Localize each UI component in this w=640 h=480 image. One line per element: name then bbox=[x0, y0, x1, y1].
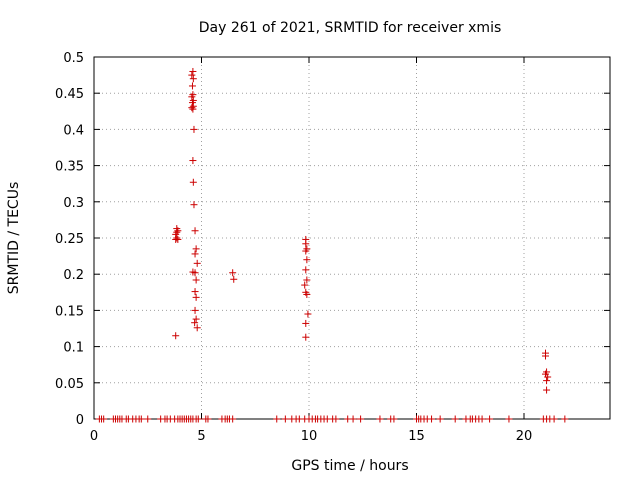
data-point bbox=[486, 415, 494, 423]
data-point bbox=[188, 104, 196, 112]
data-point bbox=[302, 333, 310, 341]
data-point bbox=[436, 415, 444, 423]
data-point bbox=[561, 415, 569, 423]
data-point bbox=[191, 288, 199, 296]
data-point bbox=[451, 415, 459, 423]
axis-ticks bbox=[93, 56, 610, 420]
data-point bbox=[302, 240, 310, 248]
y-tick-label: 0.35 bbox=[55, 160, 84, 175]
data-point bbox=[188, 71, 196, 79]
data-point bbox=[193, 259, 201, 267]
data-point bbox=[332, 415, 340, 423]
data-point bbox=[189, 157, 197, 165]
data-point bbox=[189, 75, 197, 83]
grid-lines bbox=[94, 57, 610, 419]
data-point bbox=[544, 373, 552, 381]
data-point bbox=[478, 415, 486, 423]
y-tick-label: 0.2 bbox=[63, 268, 84, 283]
chart-title: Day 261 of 2021, SRMTID for receiver xmi… bbox=[199, 20, 502, 36]
data-point bbox=[189, 105, 197, 113]
y-axis-tick-labels: 0 0.05 0.1 0.15 0.2 0.25 0.3 0.35 0.4 0.45 0.5 bbox=[55, 51, 84, 428]
data-point bbox=[505, 415, 513, 423]
data-point bbox=[303, 256, 311, 264]
y-tick-label: 0.5 bbox=[63, 51, 84, 66]
data-point bbox=[191, 227, 199, 235]
data-point bbox=[188, 99, 196, 107]
y-tick-label: 0.05 bbox=[55, 377, 84, 392]
data-point bbox=[204, 415, 212, 423]
data-point bbox=[191, 250, 199, 258]
data-point bbox=[190, 201, 198, 209]
x-tick-label: 15 bbox=[408, 429, 425, 444]
data-point bbox=[542, 352, 549, 360]
data-point bbox=[303, 290, 311, 298]
x-tick-label: 10 bbox=[301, 429, 318, 444]
data-point bbox=[230, 275, 238, 283]
x-tick-label: 20 bbox=[516, 429, 533, 444]
data-point bbox=[302, 319, 310, 327]
data-point bbox=[273, 415, 281, 423]
data-point bbox=[189, 178, 197, 186]
data-point bbox=[357, 415, 365, 423]
data-point bbox=[303, 276, 311, 284]
data-point bbox=[543, 386, 551, 394]
x-tick-label: 5 bbox=[197, 429, 205, 444]
y-tick-label: 0.25 bbox=[55, 232, 84, 247]
data-point bbox=[137, 415, 145, 423]
data-point bbox=[188, 82, 196, 90]
plot-frame bbox=[93, 56, 611, 420]
x-axis-label: GPS time / hours bbox=[291, 458, 408, 474]
data-point bbox=[349, 415, 357, 423]
y-tick-label: 0 bbox=[76, 413, 84, 428]
data-point bbox=[144, 415, 152, 423]
data-point bbox=[190, 125, 198, 133]
data-point bbox=[194, 415, 202, 423]
data-point bbox=[229, 269, 237, 277]
y-tick-label: 0.45 bbox=[55, 87, 84, 102]
data-point bbox=[302, 266, 310, 274]
data-point bbox=[173, 225, 181, 233]
data-point bbox=[193, 324, 201, 332]
data-point bbox=[189, 67, 197, 75]
data-point bbox=[281, 415, 289, 423]
y-axis-label: SRMTID / TECUs bbox=[6, 182, 22, 295]
data-points bbox=[95, 67, 569, 423]
data-point bbox=[302, 247, 310, 255]
data-point bbox=[229, 415, 237, 423]
data-point bbox=[376, 415, 384, 423]
data-point bbox=[188, 93, 196, 101]
data-point bbox=[543, 377, 551, 385]
data-point bbox=[191, 306, 199, 314]
y-tick-label: 0.4 bbox=[63, 123, 84, 138]
data-point bbox=[390, 415, 398, 423]
data-point bbox=[304, 310, 312, 318]
x-axis-tick-labels: 0 5 10 15 20 bbox=[90, 429, 532, 444]
data-point bbox=[191, 319, 199, 327]
data-point bbox=[191, 269, 199, 277]
y-tick-label: 0.15 bbox=[55, 304, 84, 319]
data-point bbox=[172, 332, 180, 340]
y-tick-label: 0.3 bbox=[63, 196, 84, 211]
data-point bbox=[192, 245, 200, 253]
data-point bbox=[174, 235, 182, 243]
data-point bbox=[301, 281, 309, 289]
data-point bbox=[550, 415, 558, 423]
data-point bbox=[428, 415, 436, 423]
x-tick-label: 0 bbox=[90, 429, 98, 444]
data-point bbox=[192, 315, 200, 323]
y-tick-label: 0.1 bbox=[63, 341, 84, 356]
data-point bbox=[100, 415, 108, 423]
data-point bbox=[192, 293, 200, 301]
data-point bbox=[192, 276, 200, 284]
